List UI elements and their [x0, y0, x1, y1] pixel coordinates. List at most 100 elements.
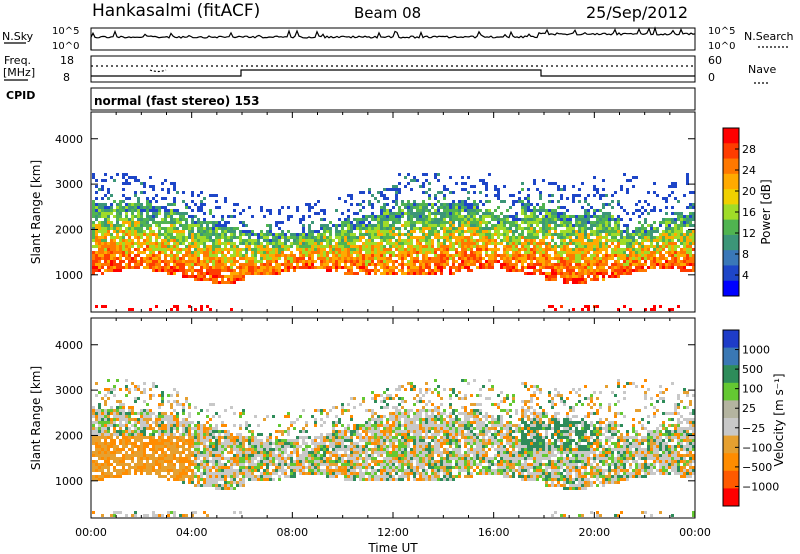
velocity-cell [131, 418, 134, 421]
power-cell [407, 212, 410, 215]
power-cell [167, 242, 170, 245]
power-cell [665, 227, 668, 230]
power-cell [371, 233, 374, 236]
power-cell [467, 191, 470, 194]
velocity-cell [110, 421, 113, 424]
velocity-cell [119, 409, 122, 412]
power-cell [566, 272, 569, 275]
power-cell [644, 263, 647, 266]
power-cell [155, 206, 158, 209]
velocity-cell [140, 433, 143, 436]
velocity-cell [98, 457, 101, 460]
power-cell [110, 245, 113, 248]
power-cell [104, 206, 107, 209]
velocity-cell [116, 445, 119, 448]
power-cell [518, 242, 521, 245]
power-cell [662, 239, 665, 242]
power-cell [365, 254, 368, 257]
power-cell [359, 263, 362, 266]
power-cell [668, 233, 671, 236]
power-cell [668, 242, 671, 245]
power-cell [416, 260, 419, 263]
power-cell [305, 248, 308, 251]
power-cell [560, 242, 563, 245]
power-cell [434, 230, 437, 233]
power-cell [269, 233, 272, 236]
power-cell [602, 254, 605, 257]
velocity-cell [125, 514, 128, 517]
power-cell [545, 272, 548, 275]
velocity-cell [203, 454, 206, 457]
power-cell [401, 257, 404, 260]
power-cell [113, 227, 116, 230]
power-cell [647, 257, 650, 260]
power-cell [113, 269, 116, 272]
velocity-cell [116, 460, 119, 463]
power-cell [683, 260, 686, 263]
power-cell [155, 257, 158, 260]
power-cell [551, 275, 554, 278]
power-cell [332, 266, 335, 269]
power-cell [182, 272, 185, 275]
power-cell [473, 254, 476, 257]
velocity-cell [230, 436, 233, 439]
power-cell [404, 185, 407, 188]
power-cell [539, 197, 542, 200]
velocity-cell [98, 466, 101, 469]
power-cell [683, 215, 686, 218]
power-cell [656, 263, 659, 266]
power-cell [302, 233, 305, 236]
power-cell [143, 242, 146, 245]
power-cell [236, 227, 239, 230]
power-cell [686, 218, 689, 221]
power-cell [602, 269, 605, 272]
velocity-cell [215, 460, 218, 463]
power-cell [626, 239, 629, 242]
velocity-cell [182, 457, 185, 460]
power-cell [575, 236, 578, 239]
power-cell [101, 239, 104, 242]
power-cell [623, 263, 626, 266]
velocity-cell [218, 487, 221, 490]
power-cell [179, 251, 182, 254]
power-cell [272, 254, 275, 257]
power-cell [230, 245, 233, 248]
power-cell [203, 242, 206, 245]
power-cell [212, 266, 215, 269]
power-cell [344, 233, 347, 236]
power-cell [179, 224, 182, 227]
power-cell [407, 242, 410, 245]
power-cell [614, 191, 617, 194]
power-cell [641, 248, 644, 251]
power-cell [560, 269, 563, 272]
power-cell [641, 254, 644, 257]
power-cell [572, 233, 575, 236]
power-cell [419, 203, 422, 206]
power-cell [224, 248, 227, 251]
power-cell [311, 221, 314, 224]
power-cell [167, 227, 170, 230]
power-cell [221, 251, 224, 254]
power-cell [413, 236, 416, 239]
power-cell [428, 212, 431, 215]
power-cell [632, 245, 635, 248]
power-cell [350, 257, 353, 260]
power-cell [194, 242, 197, 245]
power-cell [338, 236, 341, 239]
velocity-cell [209, 430, 212, 433]
velocity-cell [110, 409, 113, 412]
power-cell [674, 233, 677, 236]
power-cell [452, 212, 455, 215]
power-cell [185, 218, 188, 221]
power-cell [275, 242, 278, 245]
velocity-cell [161, 391, 164, 394]
power-cell [218, 281, 221, 284]
power-cell [134, 179, 137, 182]
power-cell [542, 209, 545, 212]
power-cell [95, 251, 98, 254]
velocity-cell [209, 466, 212, 469]
power-cell [146, 203, 149, 206]
velocity-cell [221, 448, 224, 451]
velocity-cell [224, 469, 227, 472]
power-cell [179, 212, 182, 215]
